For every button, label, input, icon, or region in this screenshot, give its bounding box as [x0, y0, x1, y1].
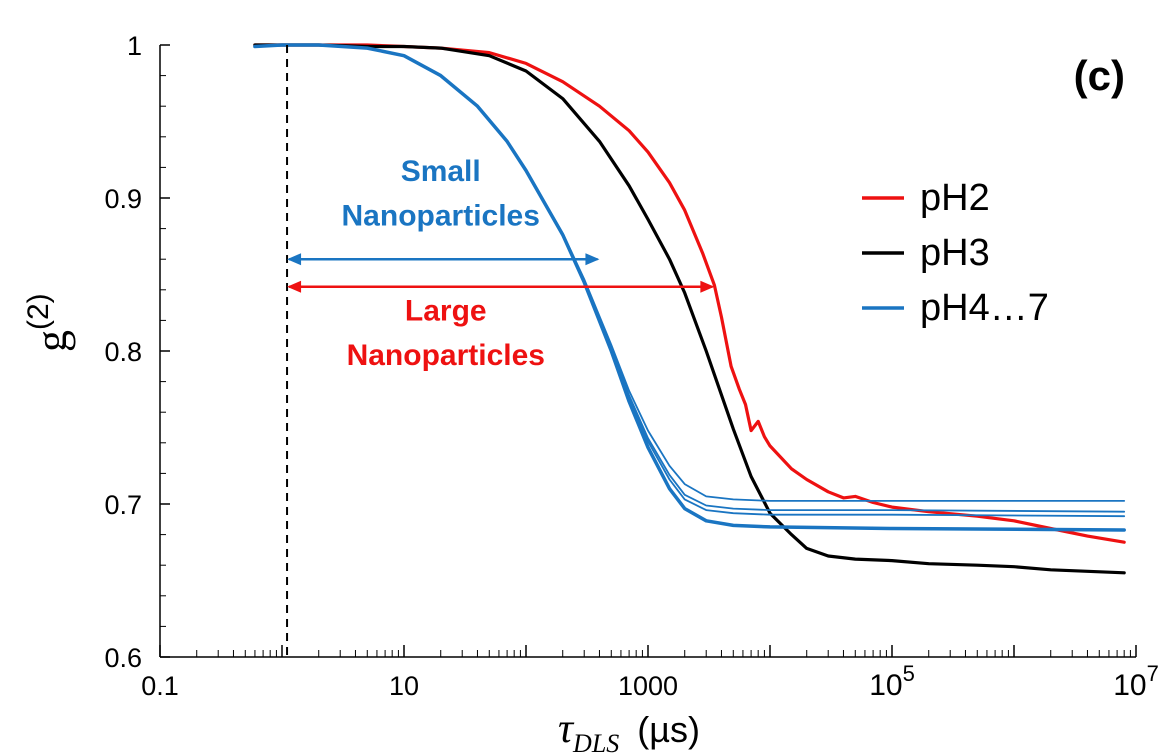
- x-tick-label-exponent: 7: [1147, 661, 1159, 686]
- annotation-text: Nanoparticles: [342, 200, 540, 233]
- annotation-layer: Small Nanoparticles Large Nanoparticles: [286, 45, 715, 657]
- x-tick-label-base: 10: [869, 669, 902, 702]
- x-axis-title-units: (µs): [637, 709, 700, 750]
- y-tick-label: 1: [127, 31, 142, 61]
- annotation-arrowhead-left: [287, 253, 302, 266]
- series-line: [253, 43, 1126, 544]
- annotation-arrowhead-right: [585, 253, 600, 266]
- y-tick-label: 0.7: [104, 490, 142, 520]
- x-tick-label: 10: [389, 671, 419, 701]
- x-tick-label: 105: [869, 661, 915, 702]
- y-tick-label: 0.6: [104, 643, 142, 673]
- x-axis-title: τDLS (µs): [558, 706, 700, 756]
- annotation-arrowhead-right: [700, 280, 715, 293]
- annotation-arrowhead-left: [287, 280, 302, 293]
- annotation-text: Large: [405, 294, 487, 327]
- x-tick-label-base: 10: [1113, 669, 1146, 702]
- y-axis-title-sup: (2): [22, 293, 55, 330]
- y-tick-label: 0.9: [104, 184, 142, 214]
- series-line: [253, 44, 1126, 502]
- y-tick-label: 0.8: [104, 337, 142, 367]
- series-line: [253, 44, 1126, 513]
- x-tick-label-exponent: 5: [903, 661, 915, 686]
- panel-label: (c): [1074, 52, 1125, 99]
- legend-label: pH4…7: [920, 287, 1049, 329]
- ticks-layer: 0.60.70.80.910.1 10 1000 105 107: [104, 31, 1158, 702]
- annotation-text: Nanoparticles: [347, 339, 545, 372]
- series-line: [253, 44, 1126, 518]
- legend-label: pH2: [920, 177, 990, 219]
- series-line: [253, 43, 1126, 575]
- x-tick-label: 107: [1113, 661, 1159, 702]
- x-tick-label: 1000: [618, 671, 678, 701]
- y-axis-title-main: g: [27, 330, 76, 352]
- annotation-text: Small: [401, 155, 481, 188]
- x-axis-title-sub: DLS: [572, 729, 619, 756]
- legend: pH2 pH3 pH4…7: [862, 177, 1049, 329]
- series-layer: [253, 43, 1126, 575]
- legend-label: pH3: [920, 232, 990, 274]
- x-axis-title-main: τ: [558, 706, 575, 752]
- y-axis-title: g(2): [22, 293, 76, 352]
- x-tick-label: 0.1: [141, 671, 179, 701]
